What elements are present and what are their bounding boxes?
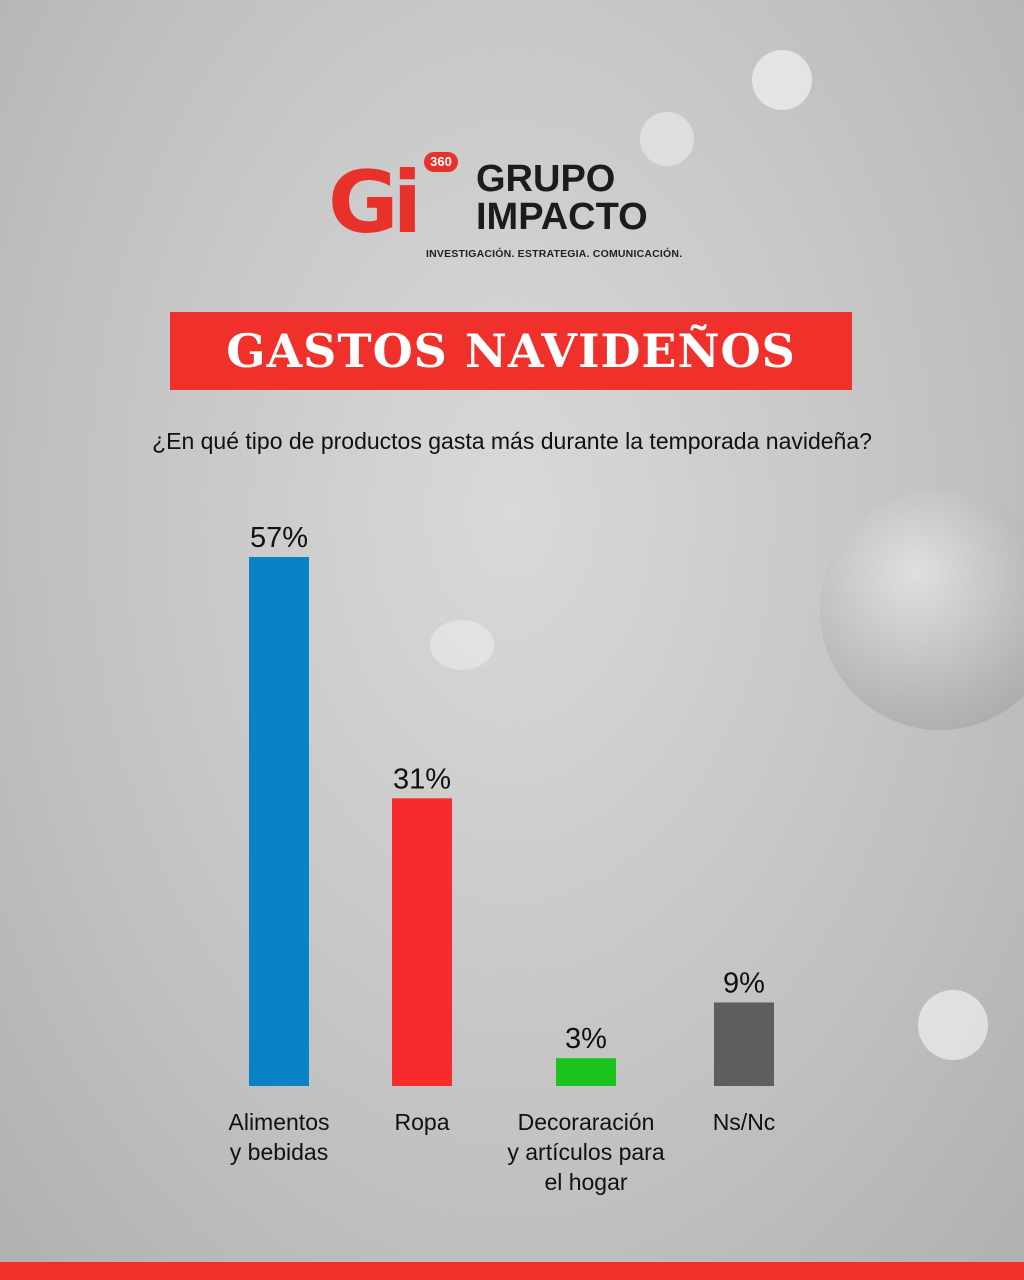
logo-name-line2: IMPACTO (476, 196, 648, 238)
category-label-line: el hogar (544, 1169, 627, 1195)
bar-1 (392, 798, 452, 1086)
category-label-line: Decoraración (518, 1109, 655, 1135)
bar-3 (714, 1002, 774, 1086)
logo-mark: Gi (328, 153, 422, 253)
value-label-1: 31% (393, 763, 451, 795)
value-label-0: 57% (250, 522, 308, 554)
bar-2 (556, 1058, 616, 1086)
logo-name-line1: GRUPO (476, 158, 616, 200)
page-title: GASTOS NAVIDEÑOS (226, 324, 796, 378)
ornament-ball (820, 490, 1024, 730)
category-label-line: Ropa (395, 1109, 450, 1135)
logo-badge: 360 (424, 152, 458, 172)
company-logo: Gi 360 GRUPO IMPACTO INVESTIGACIÓN. ESTR… (328, 152, 708, 262)
value-label-3: 9% (723, 967, 765, 999)
category-label-line: Ns/Nc (713, 1109, 776, 1135)
value-label-2: 3% (565, 1023, 607, 1055)
bokeh-light (752, 50, 812, 110)
category-label-0: Alimentos y bebidas (229, 1109, 330, 1165)
category-label-1: Ropa (395, 1109, 450, 1135)
title-banner: GASTOS NAVIDEÑOS (170, 312, 852, 390)
category-label-line: Alimentos (229, 1109, 330, 1135)
bar-0 (249, 557, 309, 1086)
bokeh-light (430, 620, 494, 670)
category-label-2: Decoraración y artículos para el hogar (507, 1109, 664, 1195)
category-label-line: y bebidas (230, 1139, 328, 1165)
category-label-3: Ns/Nc (713, 1109, 776, 1135)
bokeh-light (640, 112, 694, 166)
survey-question: ¿En qué tipo de productos gasta más dura… (152, 428, 872, 454)
logo-name: GRUPO IMPACTO (476, 160, 648, 236)
bottom-accent-bar (0, 1262, 1024, 1280)
bokeh-light (918, 990, 988, 1060)
category-label-line: y artículos para (507, 1139, 664, 1165)
logo-tagline: INVESTIGACIÓN. ESTRATEGIA. COMUNICACIÓN. (426, 248, 683, 260)
